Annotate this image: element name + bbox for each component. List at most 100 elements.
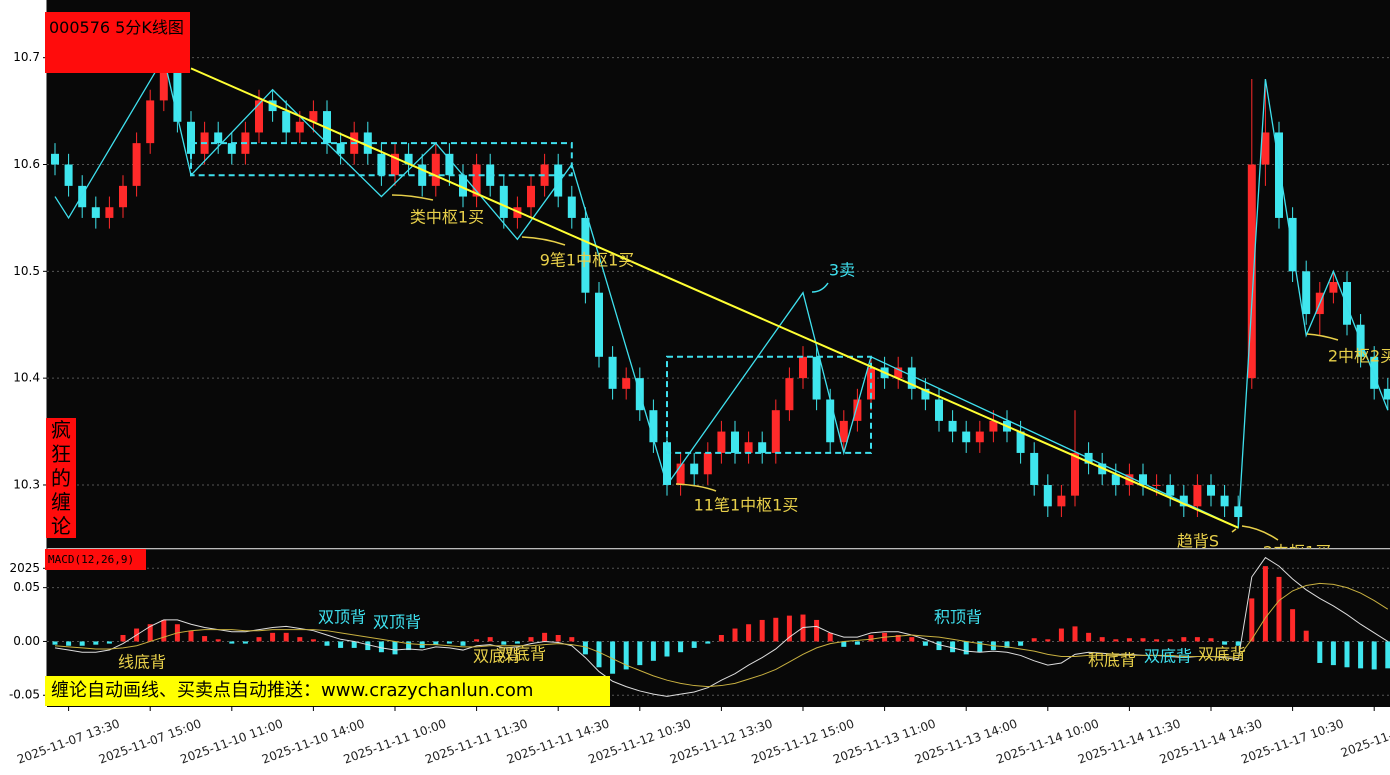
annotation: 线底背 — [118, 653, 166, 672]
candle-body — [1179, 495, 1188, 507]
macd-bar — [52, 641, 58, 645]
dea-line — [54, 582, 1389, 688]
macd-bar — [1344, 641, 1350, 668]
macd-bar — [310, 639, 316, 642]
candle-body — [445, 153, 454, 176]
annotation-arrow — [1306, 333, 1339, 341]
annotation: 双顶背 — [373, 613, 421, 632]
annotation-arrow — [1231, 528, 1237, 533]
candle-body — [812, 356, 821, 400]
candle-body — [663, 442, 671, 485]
macd-bar — [814, 619, 820, 642]
macd-bar — [283, 632, 289, 642]
macd-bar — [610, 641, 616, 674]
macd-bar — [1018, 641, 1024, 646]
y-tick-label: 2025 — [9, 561, 40, 575]
candle-body — [622, 378, 631, 389]
macd-bar — [841, 641, 847, 647]
macd-bar — [895, 634, 901, 642]
macd-title: MACD(12,26,9) — [45, 549, 146, 570]
annotation: 双底背 — [473, 647, 521, 666]
macd-bar — [1181, 637, 1187, 642]
candle-body — [1329, 282, 1338, 293]
candle-body — [105, 207, 114, 218]
candle-body — [78, 185, 87, 208]
dif-line — [54, 556, 1389, 697]
macd-bar — [406, 641, 412, 651]
macd-bar — [1371, 641, 1377, 670]
candle-body — [377, 153, 386, 176]
candle-body — [146, 100, 155, 144]
macd-bar — [542, 632, 548, 642]
candle-body — [255, 100, 263, 133]
macd-bar — [678, 641, 684, 653]
candle-body — [690, 463, 699, 475]
candle-body — [1220, 495, 1229, 507]
candle-body — [948, 420, 957, 432]
macd-bar — [270, 632, 276, 642]
annotation: 积顶背 — [934, 608, 982, 627]
candle-body — [554, 164, 563, 197]
candle-body — [187, 121, 195, 154]
candle-body — [826, 399, 835, 443]
macd-bar — [691, 641, 697, 648]
macd-bar — [1262, 566, 1268, 642]
candle-body — [1261, 132, 1270, 165]
macd-bar — [1004, 641, 1010, 648]
candle-body — [595, 292, 603, 357]
candle-body — [907, 367, 916, 389]
macd-bar — [909, 637, 915, 642]
macd-bar — [460, 641, 466, 646]
candle-body — [1152, 484, 1161, 486]
candle-body — [159, 68, 168, 101]
annotation-arrow — [811, 282, 829, 293]
candle-body — [227, 143, 236, 154]
candle-body — [758, 442, 767, 453]
macd-bar — [93, 641, 99, 645]
side-label: 疯狂的缠论 — [46, 418, 76, 538]
macd-bar — [229, 641, 235, 644]
candle-body — [1016, 431, 1025, 453]
macd-bar — [1194, 637, 1200, 642]
macd-bar — [202, 636, 208, 642]
macd-bar — [922, 641, 928, 646]
macd-bar — [854, 641, 860, 645]
candle-body — [472, 164, 481, 197]
candle-body — [1288, 217, 1297, 272]
bi-stroke — [54, 55, 1389, 529]
candle-body — [431, 153, 440, 186]
candle-body — [799, 356, 807, 379]
macd-bar — [868, 634, 874, 642]
candle-body — [1111, 474, 1120, 485]
macd-bar — [759, 619, 765, 642]
macd-bar — [297, 637, 303, 642]
candle-body — [336, 143, 345, 154]
macd-bar — [501, 641, 507, 645]
candle-body — [527, 185, 535, 208]
macd-bar — [650, 641, 656, 661]
chart-title: 000576 5分K线图 — [45, 12, 190, 73]
candle-body — [853, 399, 862, 421]
candle-body — [1343, 282, 1351, 325]
macd-bar — [705, 641, 711, 644]
annotation: 类中枢1买 — [410, 208, 484, 227]
macd-bar — [351, 641, 357, 648]
candle-body — [214, 132, 223, 144]
candle-body — [567, 196, 576, 218]
macd-bar — [324, 641, 330, 646]
macd-bar — [242, 641, 248, 644]
candle-body — [717, 431, 726, 453]
banner: 缠论自动画线、买卖点自动推送：www.crazychanlun.com — [45, 676, 610, 706]
macd-bar — [433, 641, 439, 645]
candle-body — [132, 143, 141, 186]
trend-line — [190, 67, 1239, 529]
candle-body — [1370, 356, 1379, 389]
macd-bar — [338, 641, 344, 648]
y-tick-label: 10.4 — [13, 371, 40, 385]
macd-bar — [786, 615, 792, 642]
macd-bar — [1045, 639, 1051, 642]
macd-bar — [1031, 638, 1037, 642]
macd-bar — [637, 641, 643, 666]
macd-bar — [1086, 632, 1092, 642]
